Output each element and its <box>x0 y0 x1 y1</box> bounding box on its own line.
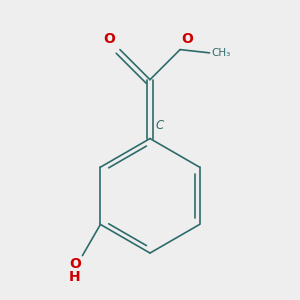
Text: O: O <box>69 257 81 271</box>
Text: C: C <box>155 119 164 132</box>
Text: CH₃: CH₃ <box>211 48 230 58</box>
Text: O: O <box>103 32 115 46</box>
Text: O: O <box>182 32 194 46</box>
Text: H: H <box>69 270 81 284</box>
